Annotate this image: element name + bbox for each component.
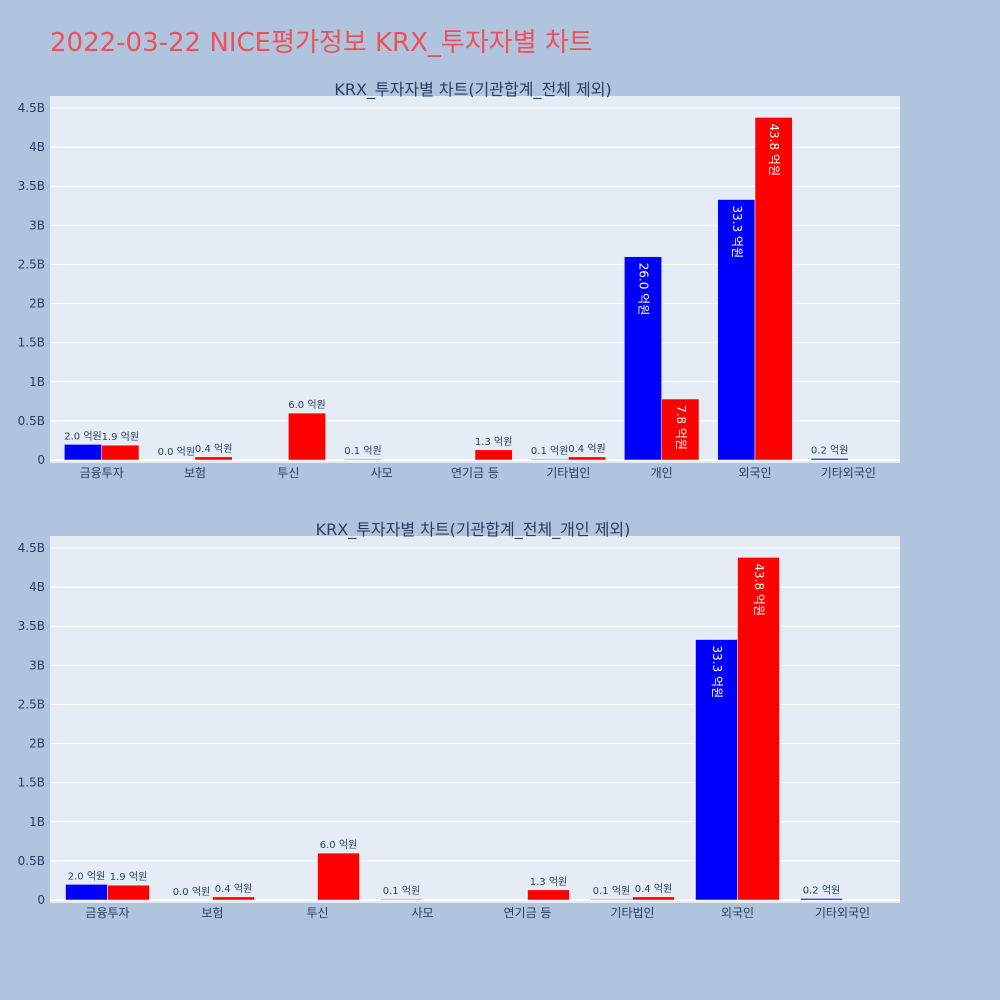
bar-label: 0.4 억원 <box>195 443 232 455</box>
bar <box>527 889 570 901</box>
bar-label: 0.2 억원 <box>811 444 848 456</box>
y-tick-label: 3B <box>29 218 45 232</box>
bar <box>65 884 108 901</box>
bar <box>344 458 382 461</box>
x-tick-label: 외국인 <box>721 906 754 920</box>
bar <box>64 444 102 461</box>
bar-label: 2.0 억원 <box>64 430 101 442</box>
bar-label: 1.3 억원 <box>475 436 512 448</box>
bar <box>317 852 360 901</box>
bar-label: 33.3 억원 <box>730 206 744 259</box>
bar <box>695 639 738 901</box>
bar <box>810 458 849 461</box>
y-tick-label: 2B <box>29 297 45 311</box>
x-tick-label: 투신 <box>306 906 328 920</box>
y-tick-label: 1.5B <box>18 776 45 790</box>
y-tick-label: 2.5B <box>18 257 45 271</box>
bar-label: 26.0 억원 <box>637 263 651 316</box>
bar-label: 6.0 억원 <box>288 399 325 411</box>
bar <box>380 898 423 901</box>
bar <box>101 444 140 461</box>
x-tick-label: 외국인 <box>738 466 771 480</box>
bar-label: 0.4 억원 <box>635 883 672 895</box>
bar <box>632 896 675 901</box>
bar <box>212 896 255 901</box>
bar-label: 1.9 억원 <box>110 871 147 883</box>
x-tick-label: 기타법인 <box>546 466 590 480</box>
page-title: 2022-03-22 NICE평가정보 KRX_투자자별 차트 <box>50 28 593 58</box>
bar <box>170 899 213 901</box>
bar-label: 0.1 억원 <box>383 885 420 897</box>
bar-label: 0.1 억원 <box>593 885 630 897</box>
x-tick-label: 보험 <box>184 466 206 480</box>
x-tick-label: 기타외국인 <box>821 466 876 480</box>
y-tick-label: 1.5B <box>18 336 45 350</box>
bar <box>754 117 793 461</box>
y-tick-label: 3.5B <box>18 179 45 193</box>
bar <box>288 412 326 461</box>
y-tick-label: 2B <box>29 737 45 751</box>
bar <box>107 884 150 901</box>
chart-bottom: 0 0.5B 1B 1.5B 2B 2.5B 3B 3.5B 4B 4.5B KRX_투자자별 차트… <box>18 520 900 920</box>
bar <box>717 199 756 461</box>
bar <box>661 398 700 461</box>
bar <box>157 459 196 461</box>
y-tick-label: 1B <box>29 375 45 389</box>
bar-label: 0.1 억원 <box>344 445 381 457</box>
x-tick-label: 금융투자 <box>85 906 129 920</box>
y-tick-label: 4.5B <box>18 541 45 555</box>
y-tick-label: 4.5B <box>18 101 45 115</box>
bar <box>530 458 569 461</box>
y-tick-label: 4B <box>29 580 45 594</box>
chart-top: 0 0.5B 1B 1.5B 2B 2.5B 3B 3.5B 4B 4.5B KRX_투자자별 차트… <box>18 80 900 480</box>
y-tick-label: 2.5B <box>18 697 45 711</box>
bar-label: 6.0 억원 <box>320 839 357 851</box>
bar <box>590 898 633 901</box>
bar-label: 43.8 억원 <box>767 123 781 176</box>
bar <box>624 256 662 461</box>
x-tick-label: 사모 <box>411 906 433 920</box>
x-tick-label: 연기금 등 <box>504 906 552 920</box>
y-tick-label: 0 <box>37 893 45 907</box>
y-tick-label: 0.5B <box>18 854 45 868</box>
x-tick-label: 보험 <box>201 906 223 920</box>
bar-label: 0.1 억원 <box>531 445 568 457</box>
y-tick-label: 1B <box>29 815 45 829</box>
y-tick-label: 3B <box>29 658 45 672</box>
bar-label: 0.0 억원 <box>173 886 210 898</box>
bar-label: 7.8 억원 <box>674 405 688 450</box>
bar-label: 33.3 억원 <box>710 646 724 699</box>
bar-label: 0.4 억원 <box>215 883 252 895</box>
x-tick-label: 투신 <box>277 466 299 480</box>
y-tick-label: 0 <box>37 453 45 467</box>
x-tick-label: 연기금 등 <box>451 466 499 480</box>
x-tick-label: 기타법인 <box>610 906 654 920</box>
bar <box>800 898 843 901</box>
x-tick-label: 개인 <box>651 466 673 480</box>
bar <box>737 557 780 901</box>
y-tick-label: 3.5B <box>18 619 45 633</box>
chart-title: KRX_투자자별 차트(기관합계_전체_개인 제외) <box>316 520 631 540</box>
bar-label: 1.3 억원 <box>530 876 567 888</box>
bar-label: 43.8 억원 <box>752 563 766 616</box>
bar-label: 2.0 억원 <box>68 870 105 882</box>
x-tick-label: 사모 <box>371 466 393 480</box>
chart-title: KRX_투자자별 차트(기관합계_전체 제외) <box>334 80 611 100</box>
y-tick-label: 0.5B <box>18 414 45 428</box>
bar-label: 1.9 억원 <box>102 431 139 443</box>
x-tick-label: 금융투자 <box>80 466 124 480</box>
x-tick-label: 기타외국인 <box>815 906 870 920</box>
bar-label: 0.0 억원 <box>158 446 195 458</box>
bar-label: 0.2 억원 <box>803 884 840 896</box>
bar <box>194 456 233 461</box>
bar <box>568 456 606 461</box>
bar-label: 0.4 억원 <box>568 443 605 455</box>
y-tick-label: 4B <box>29 140 45 154</box>
bar <box>474 449 513 461</box>
